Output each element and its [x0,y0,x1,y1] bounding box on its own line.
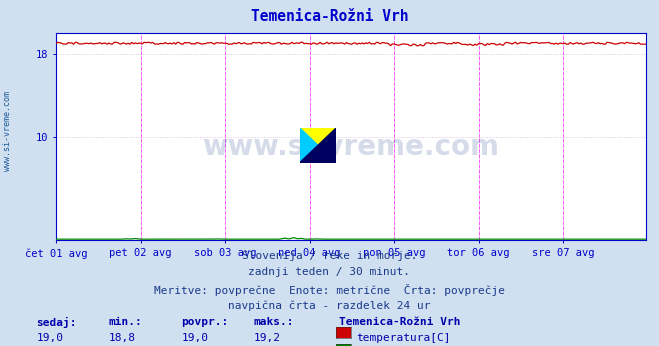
Text: min.:: min.: [109,317,142,327]
Text: 19,2: 19,2 [254,333,281,343]
Text: Temenica-Rožni Vrh: Temenica-Rožni Vrh [339,317,461,327]
Polygon shape [300,128,336,163]
Polygon shape [300,128,336,163]
Text: Meritve: povprečne  Enote: metrične  Črta: povprečje: Meritve: povprečne Enote: metrične Črta:… [154,284,505,296]
Text: www.si-vreme.com: www.si-vreme.com [202,133,500,161]
Text: www.si-vreme.com: www.si-vreme.com [3,91,13,172]
Text: zadnji teden / 30 minut.: zadnji teden / 30 minut. [248,267,411,277]
Text: 18,8: 18,8 [109,333,136,343]
Text: Temenica-Rožni Vrh: Temenica-Rožni Vrh [251,9,408,24]
Text: 19,0: 19,0 [36,333,63,343]
Text: povpr.:: povpr.: [181,317,229,327]
Text: sedaj:: sedaj: [36,317,76,328]
Polygon shape [300,128,336,163]
Text: Slovenija / reke in morje.: Slovenija / reke in morje. [242,251,417,261]
Text: temperatura[C]: temperatura[C] [356,333,450,343]
Text: maks.:: maks.: [254,317,294,327]
Text: navpična črta - razdelek 24 ur: navpična črta - razdelek 24 ur [228,301,431,311]
Text: 19,0: 19,0 [181,333,208,343]
